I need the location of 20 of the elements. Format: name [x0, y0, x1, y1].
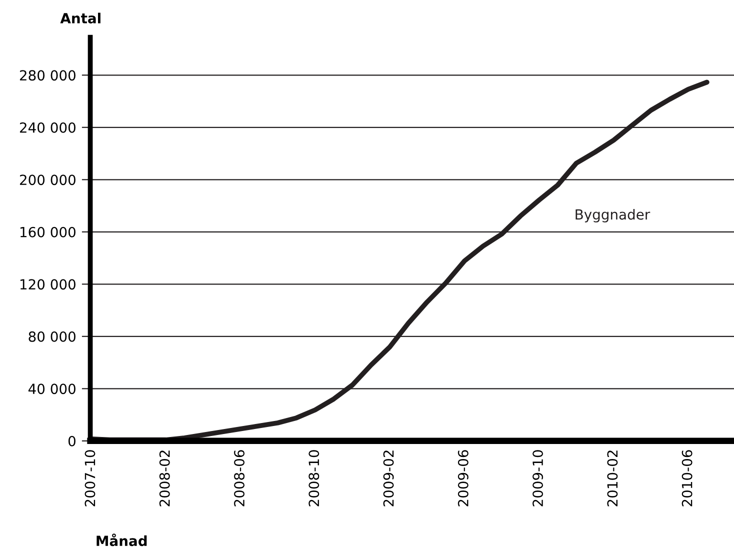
x-axis-title: Månad	[96, 534, 147, 546]
x-tick-label: 2008-02	[159, 450, 170, 506]
x-tick-label: 2009-02	[383, 450, 394, 506]
x-tick-label: 2010-06	[682, 450, 692, 506]
x-tick-label: 2010-02	[607, 450, 618, 506]
y-tick-label: 80 000	[28, 331, 76, 342]
y-tick-label: 0	[68, 436, 76, 446]
text: Byggnader	[576, 208, 650, 222]
x-tick-label: 2009-10	[532, 450, 544, 506]
y-tick-label: 120 000	[20, 279, 76, 290]
y-tick-label: 240 000	[20, 122, 76, 133]
y-axis-title: Antal	[60, 12, 100, 24]
y-tick-label: 160 000	[20, 226, 76, 238]
y-tick-label: 40 000	[28, 384, 76, 394]
x-tick-label: 2009-06	[458, 450, 468, 506]
y-tick-label: 200 000	[20, 174, 76, 186]
x-tick-label: 2007-10	[84, 450, 96, 506]
y-tick-label: 280 000	[20, 70, 76, 81]
x-tick-label: 2008-10	[308, 450, 320, 506]
x-tick-label: 2008-06	[234, 450, 245, 506]
